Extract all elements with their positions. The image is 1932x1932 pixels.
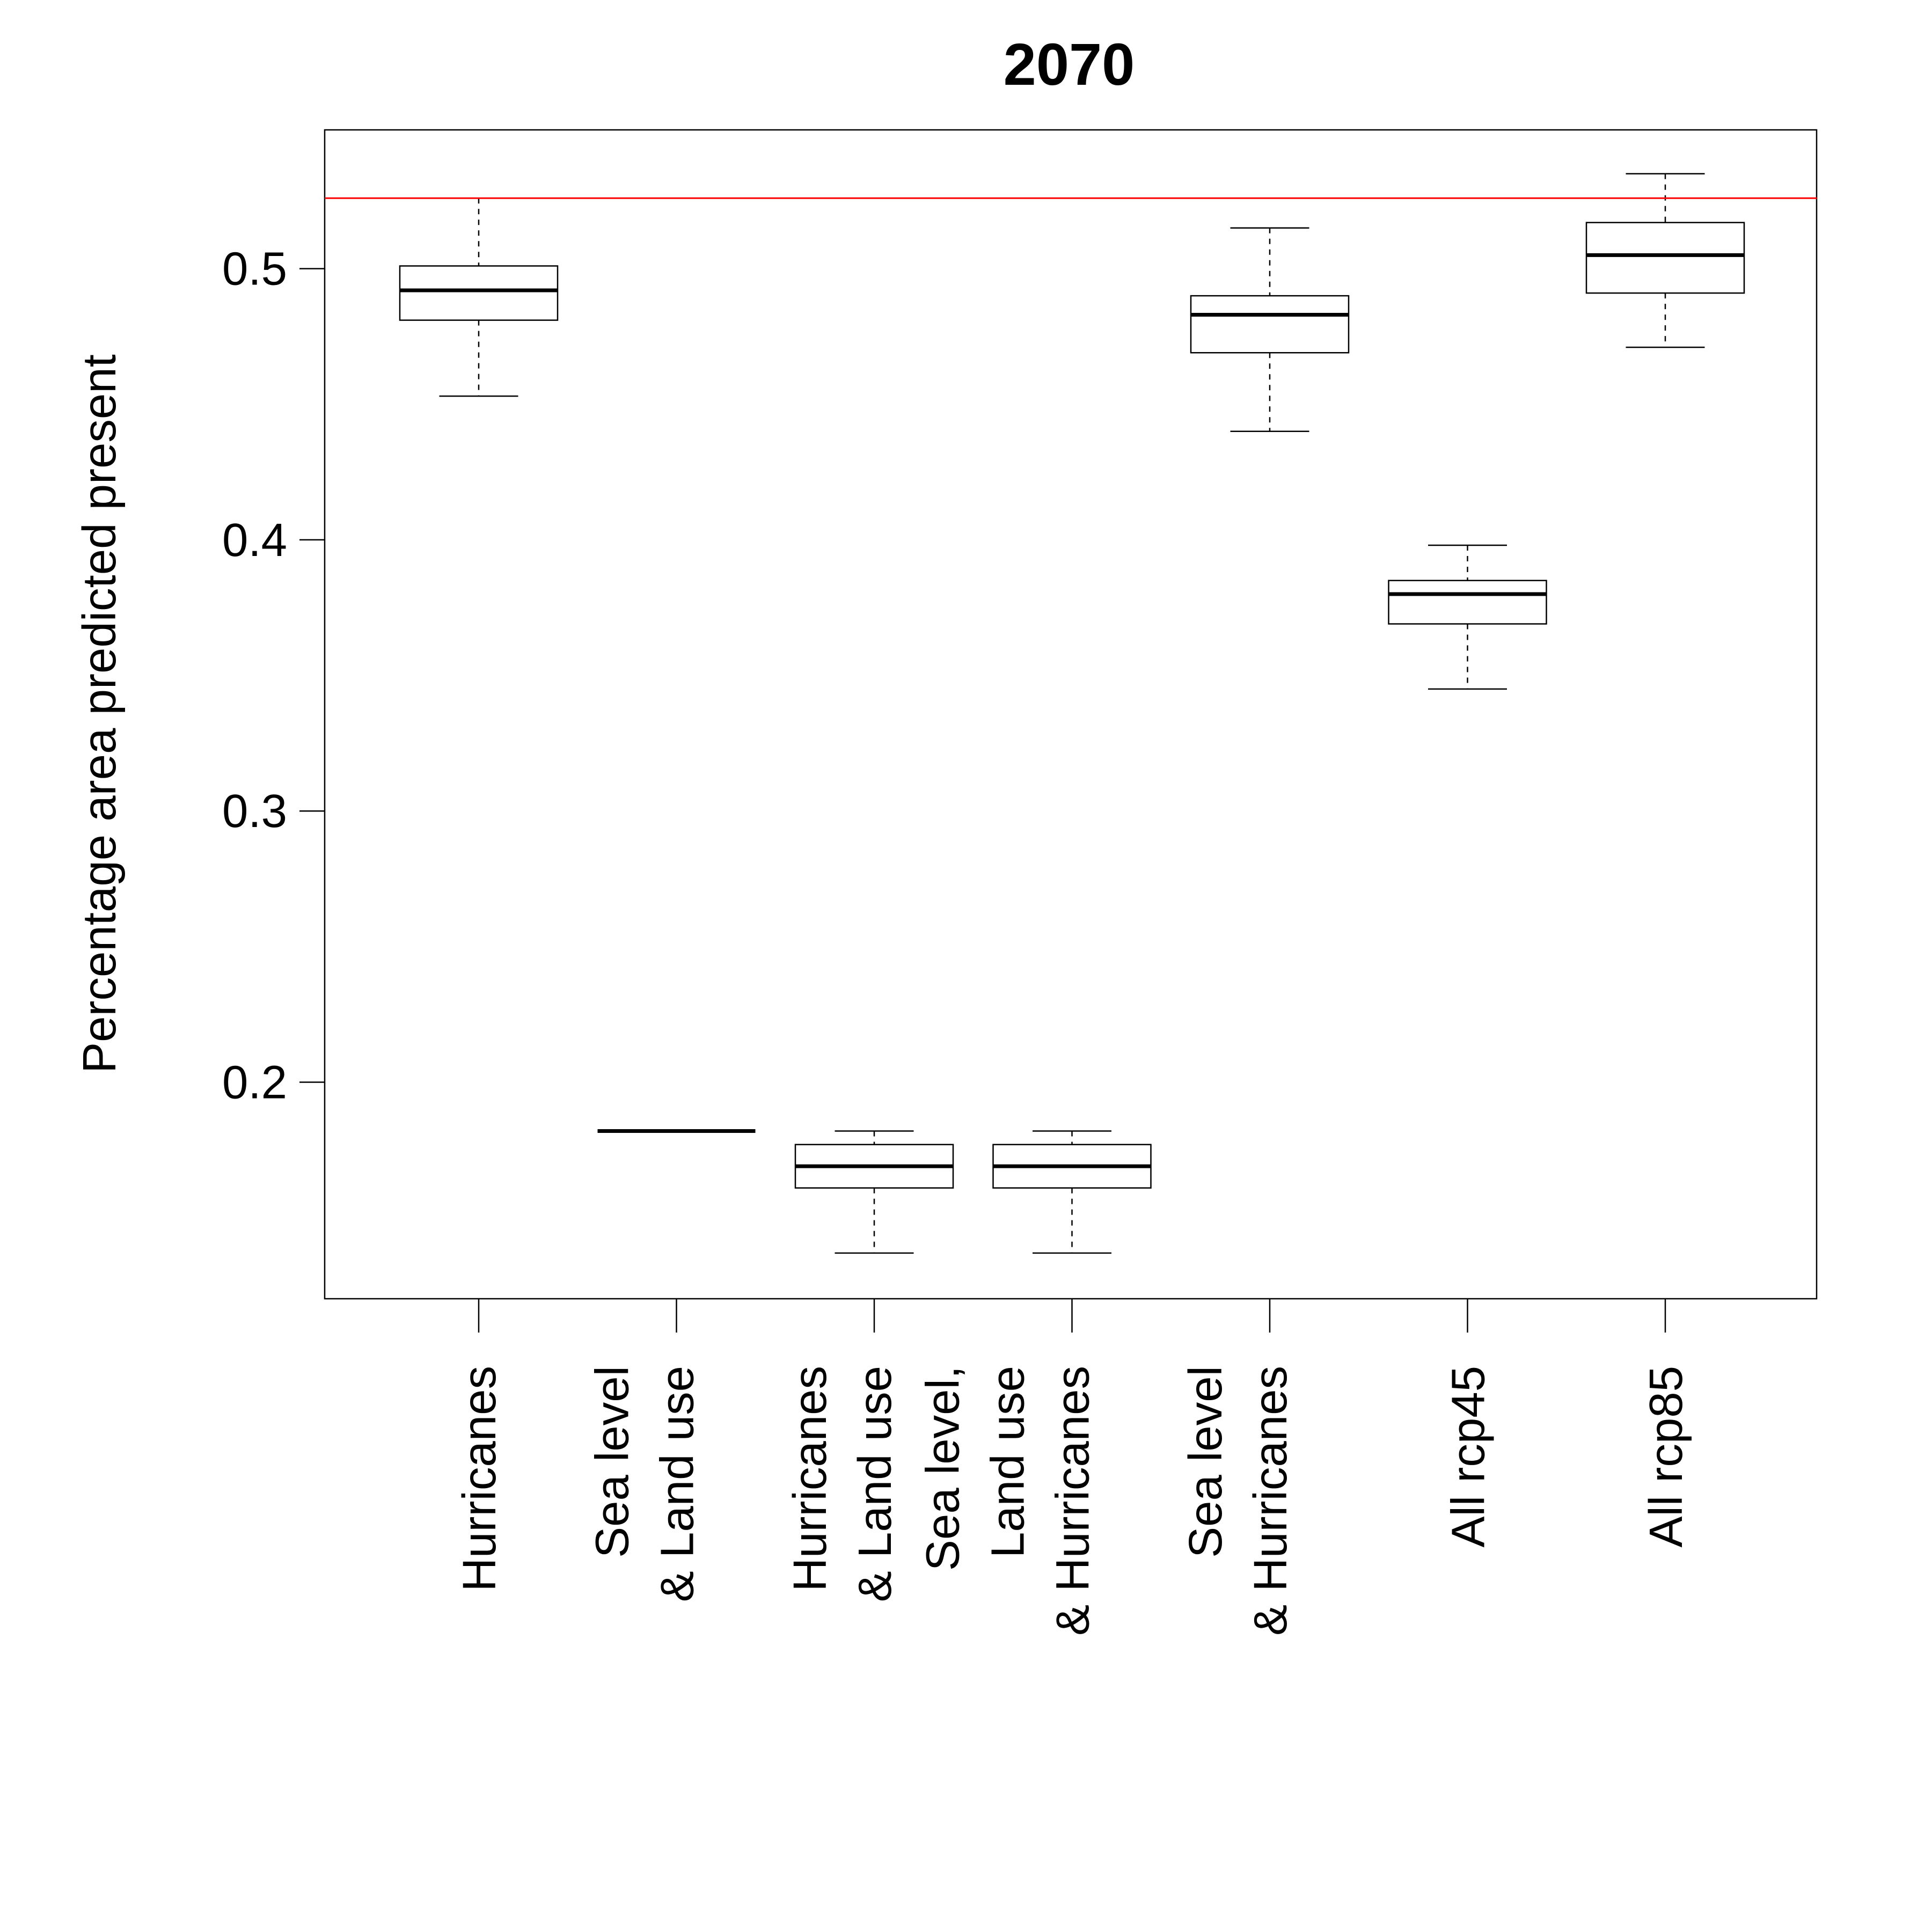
x-category-label: Land use	[982, 1366, 1034, 1558]
iqr-box	[1388, 580, 1547, 625]
x-category-label: Hurricanes	[784, 1366, 836, 1592]
iqr-box	[1585, 222, 1745, 294]
iqr-box	[1190, 295, 1350, 354]
x-category-label: All rcp45	[1443, 1366, 1495, 1547]
y-tick-label: 0.5	[222, 243, 287, 295]
x-category-label: Sea level	[587, 1366, 639, 1558]
y-axis: 0.2 0.3 0.4 0.5	[222, 243, 325, 1109]
x-category-label: Sea level	[1180, 1366, 1232, 1558]
x-category-label: & Hurricanes	[1047, 1366, 1099, 1636]
x-category-label: All rcp85	[1640, 1366, 1692, 1547]
y-tick-label: 0.3	[222, 785, 287, 837]
box-series	[399, 173, 1745, 1254]
plot-frame	[324, 129, 1818, 1300]
chart-title: 2070	[1004, 32, 1135, 98]
y-axis-title: Percentage area predicted present	[74, 354, 126, 1073]
y-tick-label: 0.2	[222, 1057, 287, 1109]
x-category-label: Hurricanes	[453, 1366, 506, 1592]
y-tick-label: 0.4	[222, 514, 287, 566]
iqr-box	[399, 265, 559, 321]
x-category-label: & Land use	[652, 1366, 704, 1602]
box	[794, 1130, 954, 1254]
x-category-label: & Hurricanes	[1245, 1366, 1297, 1636]
box	[1190, 227, 1350, 433]
box	[992, 1130, 1152, 1254]
x-axis: Hurricanes Sea level & Land use Hurricanes &…	[453, 1299, 1692, 1636]
box	[1388, 544, 1547, 690]
x-category-label: Sea level,	[917, 1366, 969, 1571]
x-category-label: & Land use	[849, 1366, 901, 1602]
